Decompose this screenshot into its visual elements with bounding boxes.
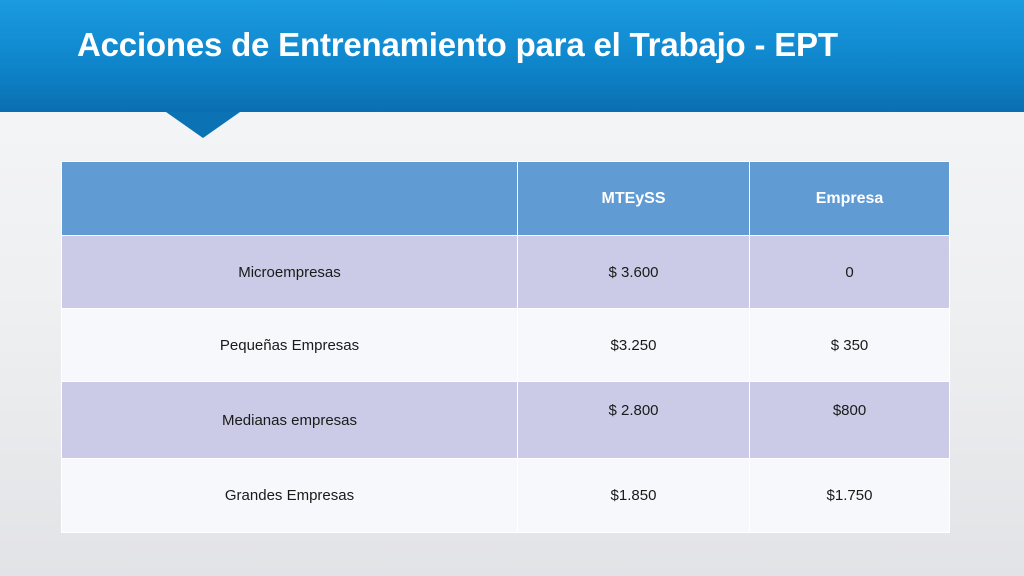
empresa-value: $ 350: [749, 308, 950, 382]
funding-table: MTEySS Empresa Microempresas $ 3.600 0 P…: [61, 161, 950, 533]
table-header-row: MTEySS Empresa: [61, 161, 950, 236]
empresa-value: 0: [749, 235, 950, 309]
table-row: Pequeñas Empresas $3.250 $ 350: [61, 308, 950, 382]
mteyss-value: $ 2.800: [517, 381, 750, 459]
mteyss-value: $1.850: [517, 458, 750, 533]
table-row: Grandes Empresas $1.850 $1.750: [61, 458, 950, 533]
header-empresa: Empresa: [749, 161, 950, 236]
row-label: Pequeñas Empresas: [61, 308, 518, 382]
banner-pointer: [166, 112, 240, 138]
row-label: Microempresas: [61, 235, 518, 309]
slide-title: Acciones de Entrenamiento para el Trabaj…: [77, 26, 838, 63]
mteyss-value: $3.250: [517, 308, 750, 382]
title-banner: [0, 0, 1024, 112]
empresa-value: $800: [749, 381, 950, 459]
mteyss-value: $ 3.600: [517, 235, 750, 309]
row-label: Grandes Empresas: [61, 458, 518, 533]
empresa-value: $1.750: [749, 458, 950, 533]
row-label: Medianas empresas: [61, 381, 518, 459]
table-row: Medianas empresas $ 2.800 $800: [61, 381, 950, 459]
table-row: Microempresas $ 3.600 0: [61, 235, 950, 309]
header-mteyss: MTEySS: [517, 161, 750, 236]
header-category: [61, 161, 518, 236]
